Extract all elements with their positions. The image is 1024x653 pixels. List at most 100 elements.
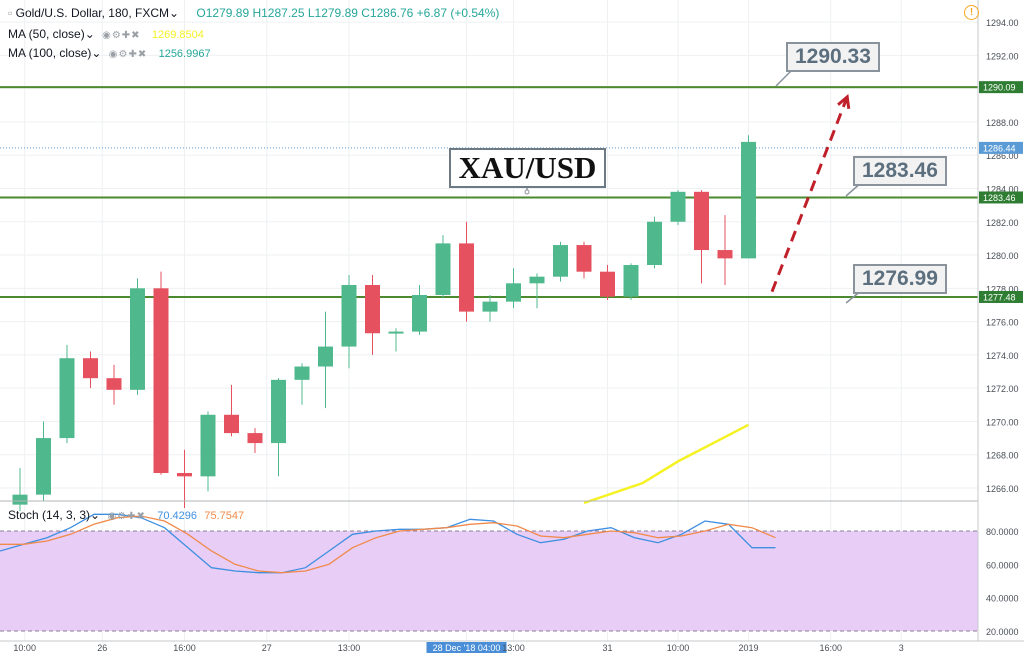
candle-body[interactable] xyxy=(224,414,239,434)
time-tick-label: 2019 xyxy=(738,643,758,653)
stoch-tick-label: 60.0000 xyxy=(986,560,1019,570)
price-label: 1290.09 xyxy=(979,81,1023,94)
price-label-text: 1277.48 xyxy=(983,292,1016,302)
candle-body[interactable] xyxy=(459,243,474,312)
candle-body[interactable] xyxy=(153,288,169,474)
price-tick-label: 1270.00 xyxy=(986,417,1019,427)
stoch-label[interactable]: Stoch (14, 3, 3) xyxy=(8,508,91,522)
pair-title-box: XAU/USD xyxy=(449,148,606,188)
mid-level-callout: 1283.46 xyxy=(853,156,947,186)
stoch-tick-label: 20.0000 xyxy=(986,627,1019,637)
candle-body[interactable] xyxy=(247,433,263,444)
time-axis[interactable]: 10:00 26 16:00 27 13:00 28 Dec '18 04:00 13:00… xyxy=(13,642,904,653)
price-axis[interactable]: 1266.00 1268.00 1270.00 1272.00 1274.00 1276.… xyxy=(986,18,1019,494)
price-tick-label: 1282.00 xyxy=(986,218,1019,228)
ma50-legend: MA (50, close)⌄ ◉⚙✚✖ 1269.8504 xyxy=(8,27,204,43)
candle-body[interactable] xyxy=(341,284,357,347)
price-tick-label: 1288.00 xyxy=(986,118,1019,128)
candle-body[interactable] xyxy=(130,288,145,390)
candle-body[interactable] xyxy=(529,276,545,284)
candle-body[interactable] xyxy=(741,141,756,259)
time-tick-label: 16:00 xyxy=(819,643,842,653)
chevron-down-icon[interactable]: ⌄ xyxy=(169,6,180,20)
candle-body[interactable] xyxy=(83,358,98,379)
candle-body[interactable] xyxy=(412,294,427,332)
price-label-box xyxy=(979,191,1023,204)
candle-body[interactable] xyxy=(365,284,380,334)
price-label-text: 1290.09 xyxy=(983,83,1016,93)
time-tick-label: 13:00 xyxy=(502,643,525,653)
stoch-overbought-oversold-zone xyxy=(0,531,978,631)
ohlc-change: +6.87 (+0.54%) xyxy=(416,6,500,20)
indicator-controls-icon[interactable]: ◉⚙✚✖ xyxy=(107,511,146,522)
stoch-d-line xyxy=(0,515,776,574)
stoch-legend: Stoch (14, 3, 3)⌄ ◉⚙✚✖ 70.4296 75.7547 xyxy=(8,508,244,524)
time-tick-label: 31 xyxy=(602,643,612,653)
candle-body[interactable] xyxy=(694,191,709,251)
price-tick-label: 1280.00 xyxy=(986,251,1019,261)
support-callout: 1276.99 xyxy=(853,264,947,294)
indicator-controls-icon[interactable]: ◉⚙✚✖ xyxy=(108,49,148,60)
price-tick-label: 1272.00 xyxy=(986,384,1019,394)
ma100-label[interactable]: MA (100, close) xyxy=(8,46,92,60)
price-axis-labels: 1290.09 1286.44 1283.46 1277.48 xyxy=(979,81,1023,303)
chevron-down-icon[interactable]: ⌄ xyxy=(84,27,95,41)
candle-body[interactable] xyxy=(294,366,310,380)
candle-body[interactable] xyxy=(12,494,28,505)
candle-body[interactable] xyxy=(318,346,333,367)
stoch-axis: 20.0000 40.0000 60.0000 80.0000 xyxy=(986,527,1019,637)
candle-body[interactable] xyxy=(36,438,51,495)
candle-body[interactable] xyxy=(670,191,686,222)
ohlc-high: H1287.25 xyxy=(252,6,305,20)
symbol-title[interactable]: Gold/U.S. Dollar, 180, FXCM xyxy=(15,6,169,20)
stoch-bands xyxy=(0,530,978,632)
candle-body[interactable] xyxy=(200,414,216,477)
time-tick-label: 10:00 xyxy=(13,643,36,653)
candle-body[interactable] xyxy=(482,301,498,312)
candle-body[interactable] xyxy=(106,378,122,390)
symbol-header: ▫ Gold/U.S. Dollar, 180, FXCM⌄ O1279.89 … xyxy=(8,6,499,20)
candle-body[interactable] xyxy=(623,265,639,297)
price-tick-label: 1274.00 xyxy=(986,351,1019,361)
price-tick-label: 1268.00 xyxy=(986,451,1019,461)
collapse-icon[interactable]: ▫ xyxy=(8,6,13,20)
projection-arrow xyxy=(770,94,851,293)
candle-body[interactable] xyxy=(717,250,733,259)
candle-body[interactable] xyxy=(647,221,662,266)
ma100-value: 1256.9967 xyxy=(158,48,211,60)
candle-body[interactable] xyxy=(388,331,404,334)
candle-body[interactable] xyxy=(177,473,192,477)
time-tick-label: 16:00 xyxy=(173,643,196,653)
candle-body[interactable] xyxy=(59,358,75,439)
candle-body[interactable] xyxy=(576,245,592,272)
candle-body[interactable] xyxy=(600,271,615,297)
candlestick-series xyxy=(12,135,756,512)
candle-body[interactable] xyxy=(271,379,286,444)
price-label-box xyxy=(979,290,1023,303)
price-tick-label: 1292.00 xyxy=(986,51,1019,61)
ma50-line xyxy=(583,423,750,505)
resistance-callout: 1290.33 xyxy=(786,42,880,72)
candle-body[interactable] xyxy=(435,243,451,295)
price-tick-label: 1294.00 xyxy=(986,18,1019,28)
indicator-controls-icon[interactable]: ◉⚙✚✖ xyxy=(102,30,141,41)
time-tick-label: 10:00 xyxy=(667,643,690,653)
time-tick-label: 13:00 xyxy=(338,643,361,653)
price-label-text: 1283.46 xyxy=(983,193,1016,203)
ohlc-open: O1279.89 xyxy=(196,6,250,20)
candle-body[interactable] xyxy=(506,283,521,302)
time-tick-label: 26 xyxy=(97,643,107,653)
ma50-label[interactable]: MA (50, close) xyxy=(8,27,85,41)
price-tick-label: 1284.00 xyxy=(986,184,1019,194)
warning-icon[interactable]: ! xyxy=(964,5,979,20)
price-label: 1286.44 xyxy=(979,141,1023,154)
price-label-box xyxy=(979,81,1023,94)
candle-body[interactable] xyxy=(553,245,568,277)
chevron-down-icon[interactable]: ⌄ xyxy=(90,508,101,522)
chevron-down-icon[interactable]: ⌄ xyxy=(91,46,102,60)
time-highlight-box xyxy=(426,642,507,653)
price-tick-label: 1276.00 xyxy=(986,318,1019,328)
ohlc-close: C1286.76 xyxy=(361,6,414,20)
ohlc-low: L1279.89 xyxy=(307,6,358,20)
